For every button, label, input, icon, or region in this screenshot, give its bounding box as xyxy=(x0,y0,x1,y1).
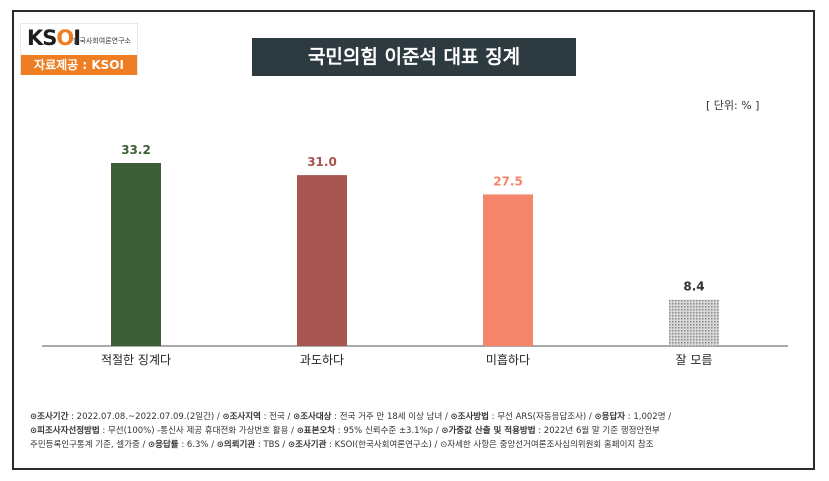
note-key: ⊙조사지역 xyxy=(222,412,261,422)
note-value: : 무선 ARS(자동응답조사) / xyxy=(488,412,595,422)
logo-org-name: 한국사회여론연구소 xyxy=(73,37,131,45)
survey-notes: ⊙조사기간 : 2022.07.08.~2022.07.09.(2일간) / ⊙… xyxy=(30,410,800,452)
ksoi-logo: KSOI 한국사회여론연구소 자료제공 : KSOI xyxy=(20,23,138,75)
notes-line-3: 주민등록인구통계 기준, 셀가중 / ⊙응답률 : 6.3% / ⊙의뢰기관 :… xyxy=(30,438,800,452)
value-label-1: 33.2 xyxy=(121,143,151,157)
note-key: ⊙조사기관 xyxy=(288,440,327,450)
bar-1 xyxy=(111,163,161,346)
value-label-4: 8.4 xyxy=(683,280,704,294)
note-value: : 2022년 6월 말 기준 행정안전부 xyxy=(535,426,660,436)
note-value: : 전국 거주 만 18세 이상 남녀 / xyxy=(331,412,451,422)
note-value: : 2022.07.08.~2022.07.09.(2일간) / xyxy=(68,412,223,422)
note-key: ⊙피조사자선정방법 xyxy=(30,426,100,436)
note-value: 주민등록인구통계 기준, 셀가중 / xyxy=(30,440,149,450)
note-key: ⊙응답률 xyxy=(148,440,179,450)
bar-3 xyxy=(483,194,533,346)
category-label-3: 미흡하다 xyxy=(486,353,530,367)
note-key: ⊙가중값 산출 및 적용방법 xyxy=(441,426,536,436)
note-value: : 무선(100%) -통신사 제공 휴대전화 가상번호 활용 / xyxy=(99,426,297,436)
note-value: ⊙자세한 사항은 중앙선거여론조사심의위원회 홈페이지 참조 xyxy=(440,440,654,450)
data-source-label: 자료제공 : KSOI xyxy=(21,55,137,75)
bar-2 xyxy=(297,175,347,346)
category-label-2: 과도하다 xyxy=(300,353,344,367)
note-key: ⊙조사기간 xyxy=(30,412,69,422)
note-value: : 1,002명 / xyxy=(625,412,672,422)
note-key: ⊙조사방법 xyxy=(450,412,489,422)
note-key: ⊙의뢰기관 xyxy=(216,440,256,450)
value-label-3: 27.5 xyxy=(493,174,523,188)
note-value: : TBS / xyxy=(255,440,288,450)
note-value: : 6.3% / xyxy=(178,440,217,450)
bar-4 xyxy=(669,299,719,346)
value-label-2: 31.0 xyxy=(307,155,337,169)
unit-label: [ 단위: % ] xyxy=(706,99,760,112)
note-value: : KSOI(한국사회여론연구소) / xyxy=(326,440,441,450)
note-key: ⊙응답자 xyxy=(594,412,626,422)
category-label-1: 적절한 징계다 xyxy=(101,353,171,367)
chart-title: 국민의힘 이준석 대표 징계 xyxy=(252,38,576,76)
note-value: : 95% 신뢰수준 ±3.1%p / xyxy=(335,426,442,436)
notes-line-1: ⊙조사기간 : 2022.07.08.~2022.07.09.(2일간) / ⊙… xyxy=(30,410,800,424)
note-key: ⊙표본오차 xyxy=(296,426,336,436)
note-key: ⊙조사대상 xyxy=(293,412,332,422)
logo-mark: KSOI xyxy=(27,26,81,50)
category-label-4: 잘 모름 xyxy=(676,353,713,367)
note-value: : 전국 / xyxy=(260,412,294,422)
notes-line-2: ⊙피조사자선정방법 : 무선(100%) -통신사 제공 휴대전화 가상번호 활… xyxy=(30,424,800,438)
